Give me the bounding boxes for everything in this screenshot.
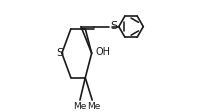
Text: S: S xyxy=(56,48,63,58)
Text: Me: Me xyxy=(87,102,100,111)
Text: OH: OH xyxy=(95,47,110,57)
Text: S: S xyxy=(110,20,117,31)
Text: Me: Me xyxy=(73,102,86,111)
